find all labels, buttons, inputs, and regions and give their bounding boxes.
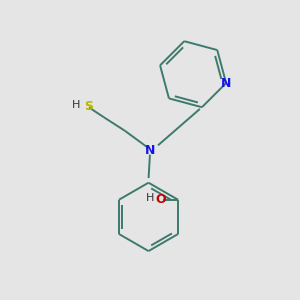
Text: N: N	[221, 76, 231, 90]
Text: H: H	[71, 100, 80, 110]
Text: H: H	[146, 193, 154, 203]
Text: O: O	[155, 193, 166, 206]
Text: S: S	[85, 100, 94, 112]
Text: N: N	[145, 143, 155, 157]
